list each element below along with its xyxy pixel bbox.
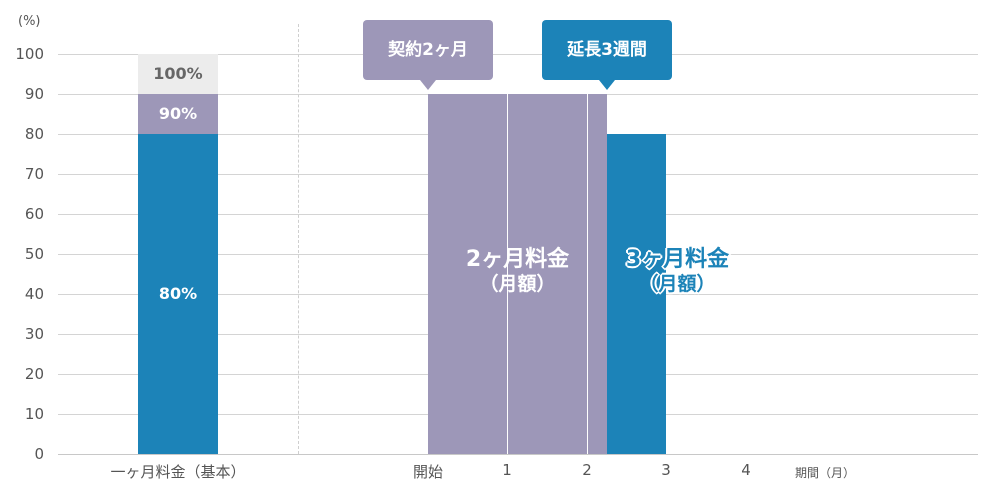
x-axis-label: 期間（月） [794,466,855,480]
y-tick: 50 [24,245,44,263]
x-axis-baseline [58,454,978,455]
callout-pointer-icon [599,80,615,90]
month-divider-2 [587,94,588,454]
y-tick: 90 [24,85,44,103]
bar-segment-90 [138,94,218,134]
bar-segment-100 [138,54,218,94]
x-tick-start: 開始 [412,463,443,481]
three-month-fee-label: 3ヶ月料金 （月額） [625,247,730,296]
bar-segment-80 [138,134,218,454]
segment-label-100: 100% [153,64,203,83]
y-tick: 20 [24,365,44,383]
y-tick: 60 [24,205,44,223]
gridline-100 [58,54,978,55]
callout-extension-text: 延長3週間 [567,40,647,60]
callout-contract-2-months: 契約2ヶ月 [363,20,493,90]
segment-label-80: 80% [158,284,198,303]
callout-pointer-icon [420,80,436,90]
y-unit-label: (%) [18,14,41,29]
x-tick-2: 2 [582,461,592,479]
three-month-bar [607,134,666,454]
y-tick: 100 [15,45,44,63]
y-tick: 30 [24,325,44,343]
panel-divider [298,24,299,454]
y-tick: 10 [24,405,44,423]
two-month-fee-label: 2ヶ月料金 （月額） [465,247,570,296]
y-tick: 70 [24,165,44,183]
callout-extension-3-weeks: 延長3週間 [542,20,672,90]
two-month-bar [428,94,607,454]
x-tick-4: 4 [741,461,751,479]
month-divider-1 [507,94,508,454]
y-tick: 0 [34,445,44,463]
x-tick-3: 3 [661,461,671,479]
callout-contract-text: 契約2ヶ月 [388,40,468,60]
segment-label-90: 90% [158,104,198,123]
x-category-label: 一ヶ月料金（基本） [110,463,246,481]
x-tick-1: 1 [502,461,512,479]
y-tick: 80 [24,125,44,143]
y-tick: 40 [24,285,44,303]
